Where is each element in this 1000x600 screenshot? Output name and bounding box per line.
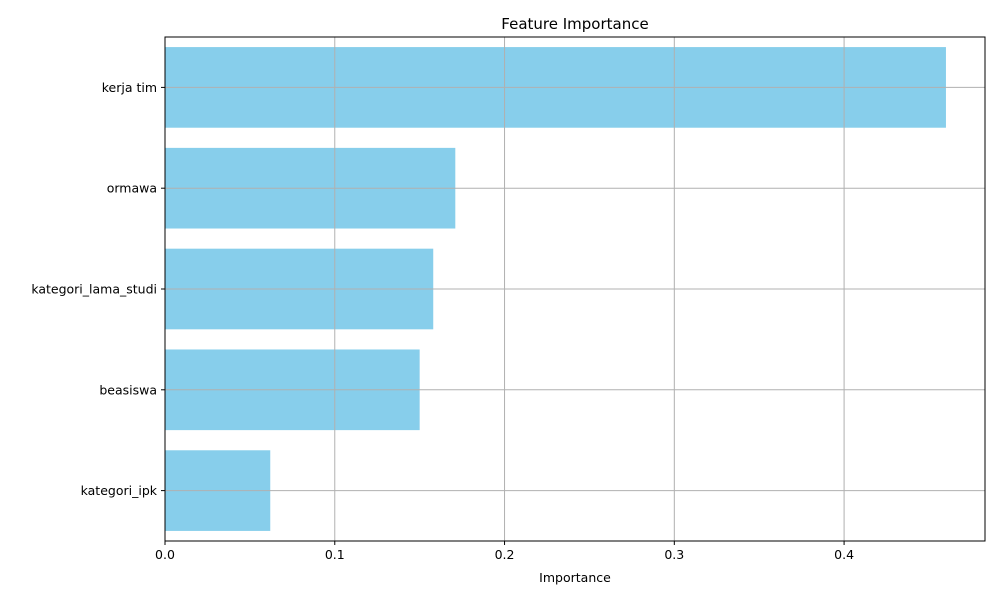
- y-tick-label-3: beasiswa: [99, 382, 157, 397]
- x-tick-label-3: 0.3: [664, 547, 684, 562]
- y-tick-label-1: ormawa: [107, 181, 157, 196]
- x-tick-label-1: 0.1: [325, 547, 345, 562]
- x-tick-label-4: 0.4: [834, 547, 854, 562]
- y-tick-label-0: kerja tim: [102, 80, 157, 95]
- y-tick-label-4: kategori_ipk: [81, 483, 158, 498]
- y-tick-label-2: kategori_lama_studi: [31, 282, 157, 297]
- x-axis-title: Importance: [539, 570, 611, 585]
- x-tick-label-0: 0.0: [155, 547, 175, 562]
- chart-title: Feature Importance: [501, 15, 648, 33]
- x-tick-label-2: 0.2: [495, 547, 515, 562]
